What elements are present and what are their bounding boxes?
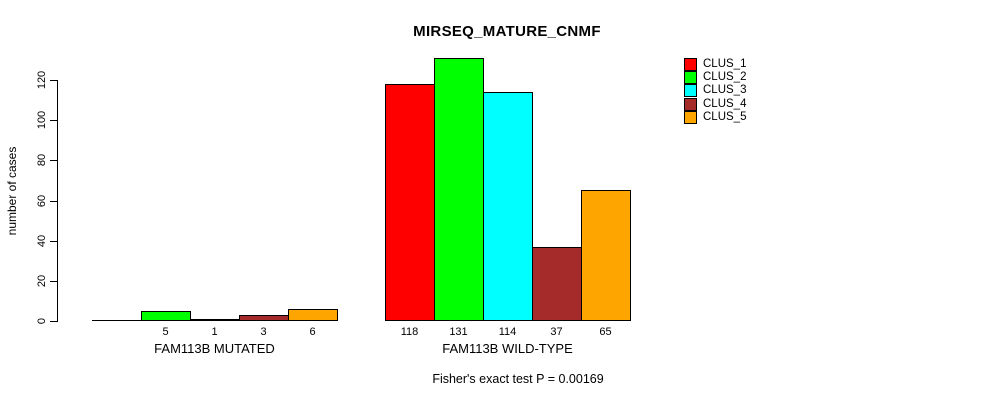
bar-value-label: 5	[162, 326, 169, 338]
legend-label: CLUS_1	[703, 58, 747, 70]
bar	[532, 247, 582, 321]
y-axis-tick	[50, 321, 57, 322]
y-axis-tick	[50, 201, 57, 202]
bar	[434, 58, 484, 321]
y-axis-tick-label: 120	[36, 70, 48, 90]
y-axis-tick-label: 100	[36, 110, 48, 130]
y-axis-tick	[50, 80, 57, 81]
legend-swatch	[684, 84, 697, 97]
y-axis-tick-label: 40	[36, 234, 48, 248]
legend-label: CLUS_2	[703, 71, 747, 83]
y-axis-tick	[50, 241, 57, 242]
bar	[141, 311, 191, 321]
bar	[190, 319, 240, 321]
bar-value-label: 3	[260, 326, 267, 338]
y-axis-tick	[50, 281, 57, 282]
bar-value-label: 65	[599, 326, 612, 338]
legend-swatch	[684, 111, 697, 124]
y-axis-line	[57, 80, 58, 322]
bar-value-label: 37	[550, 326, 563, 338]
legend-swatch	[684, 58, 697, 71]
legend-swatch	[684, 98, 697, 111]
bar-zero-height	[92, 320, 142, 321]
group-label: FAM113B MUTATED	[154, 341, 275, 356]
legend-swatch	[684, 71, 697, 84]
bar	[239, 315, 289, 321]
group-label: FAM113B WILD-TYPE	[442, 341, 573, 356]
y-axis-tick-label: 0	[36, 317, 48, 325]
y-axis-tick	[50, 120, 57, 121]
y-axis-tick	[50, 160, 57, 161]
y-axis-tick-label: 20	[36, 274, 48, 288]
y-axis-tick-label: 80	[36, 153, 48, 167]
bar	[581, 190, 631, 321]
subtitle-fisher-test: Fisher's exact test P = 0.00169	[432, 372, 604, 386]
bar-value-label: 114	[498, 326, 517, 338]
legend-label: CLUS_4	[703, 98, 747, 110]
bar	[483, 92, 533, 321]
bar-value-label: 131	[449, 326, 468, 338]
bar	[288, 309, 338, 321]
legend-label: CLUS_5	[703, 111, 747, 123]
legend-label: CLUS_3	[703, 84, 747, 96]
y-axis-tick-label: 60	[36, 194, 48, 208]
bar-value-label: 118	[400, 326, 419, 338]
y-axis-label: number of cases	[5, 146, 19, 236]
bar	[385, 84, 435, 321]
chart-title: MIRSEQ_MATURE_CNMF	[413, 23, 601, 40]
bar-value-label: 6	[309, 326, 316, 338]
bar-value-label: 1	[211, 326, 218, 338]
